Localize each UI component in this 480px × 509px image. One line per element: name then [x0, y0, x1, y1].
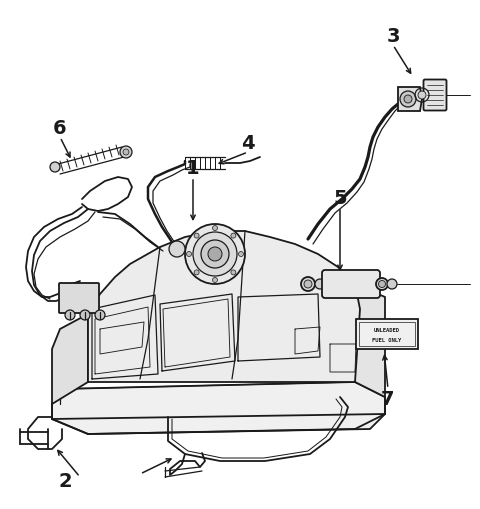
- FancyBboxPatch shape: [423, 80, 446, 111]
- Circle shape: [65, 310, 75, 320]
- Circle shape: [208, 247, 222, 262]
- Text: 6: 6: [53, 118, 67, 137]
- Circle shape: [201, 241, 229, 268]
- Circle shape: [315, 279, 325, 290]
- Circle shape: [231, 270, 236, 275]
- Text: 3: 3: [386, 26, 400, 45]
- Circle shape: [387, 279, 397, 290]
- Circle shape: [379, 281, 385, 288]
- Circle shape: [95, 310, 105, 320]
- Circle shape: [239, 252, 243, 257]
- Circle shape: [376, 278, 388, 291]
- Circle shape: [404, 96, 412, 104]
- Text: UNLEADED: UNLEADED: [374, 327, 400, 332]
- Circle shape: [80, 310, 90, 320]
- Text: 7: 7: [381, 390, 395, 409]
- Circle shape: [50, 163, 60, 173]
- Text: 4: 4: [241, 133, 255, 152]
- Polygon shape: [52, 382, 385, 434]
- Circle shape: [185, 224, 245, 285]
- Polygon shape: [398, 88, 422, 112]
- Text: 1: 1: [186, 158, 200, 177]
- Circle shape: [193, 233, 237, 276]
- Circle shape: [301, 277, 315, 292]
- Circle shape: [194, 270, 199, 275]
- Polygon shape: [355, 285, 385, 397]
- Polygon shape: [52, 315, 88, 404]
- Circle shape: [304, 280, 312, 289]
- Circle shape: [123, 150, 129, 156]
- Circle shape: [213, 226, 217, 231]
- Circle shape: [213, 278, 217, 283]
- Circle shape: [120, 147, 132, 159]
- Circle shape: [194, 234, 199, 239]
- Text: 2: 2: [58, 471, 72, 491]
- FancyBboxPatch shape: [356, 319, 418, 349]
- Text: FUEL ONLY: FUEL ONLY: [372, 338, 402, 343]
- FancyBboxPatch shape: [59, 284, 99, 314]
- FancyBboxPatch shape: [322, 270, 380, 298]
- Circle shape: [169, 242, 185, 258]
- Text: 5: 5: [333, 188, 347, 207]
- Circle shape: [400, 92, 416, 108]
- Polygon shape: [88, 232, 360, 382]
- Circle shape: [418, 92, 426, 100]
- Circle shape: [187, 252, 192, 257]
- Circle shape: [231, 234, 236, 239]
